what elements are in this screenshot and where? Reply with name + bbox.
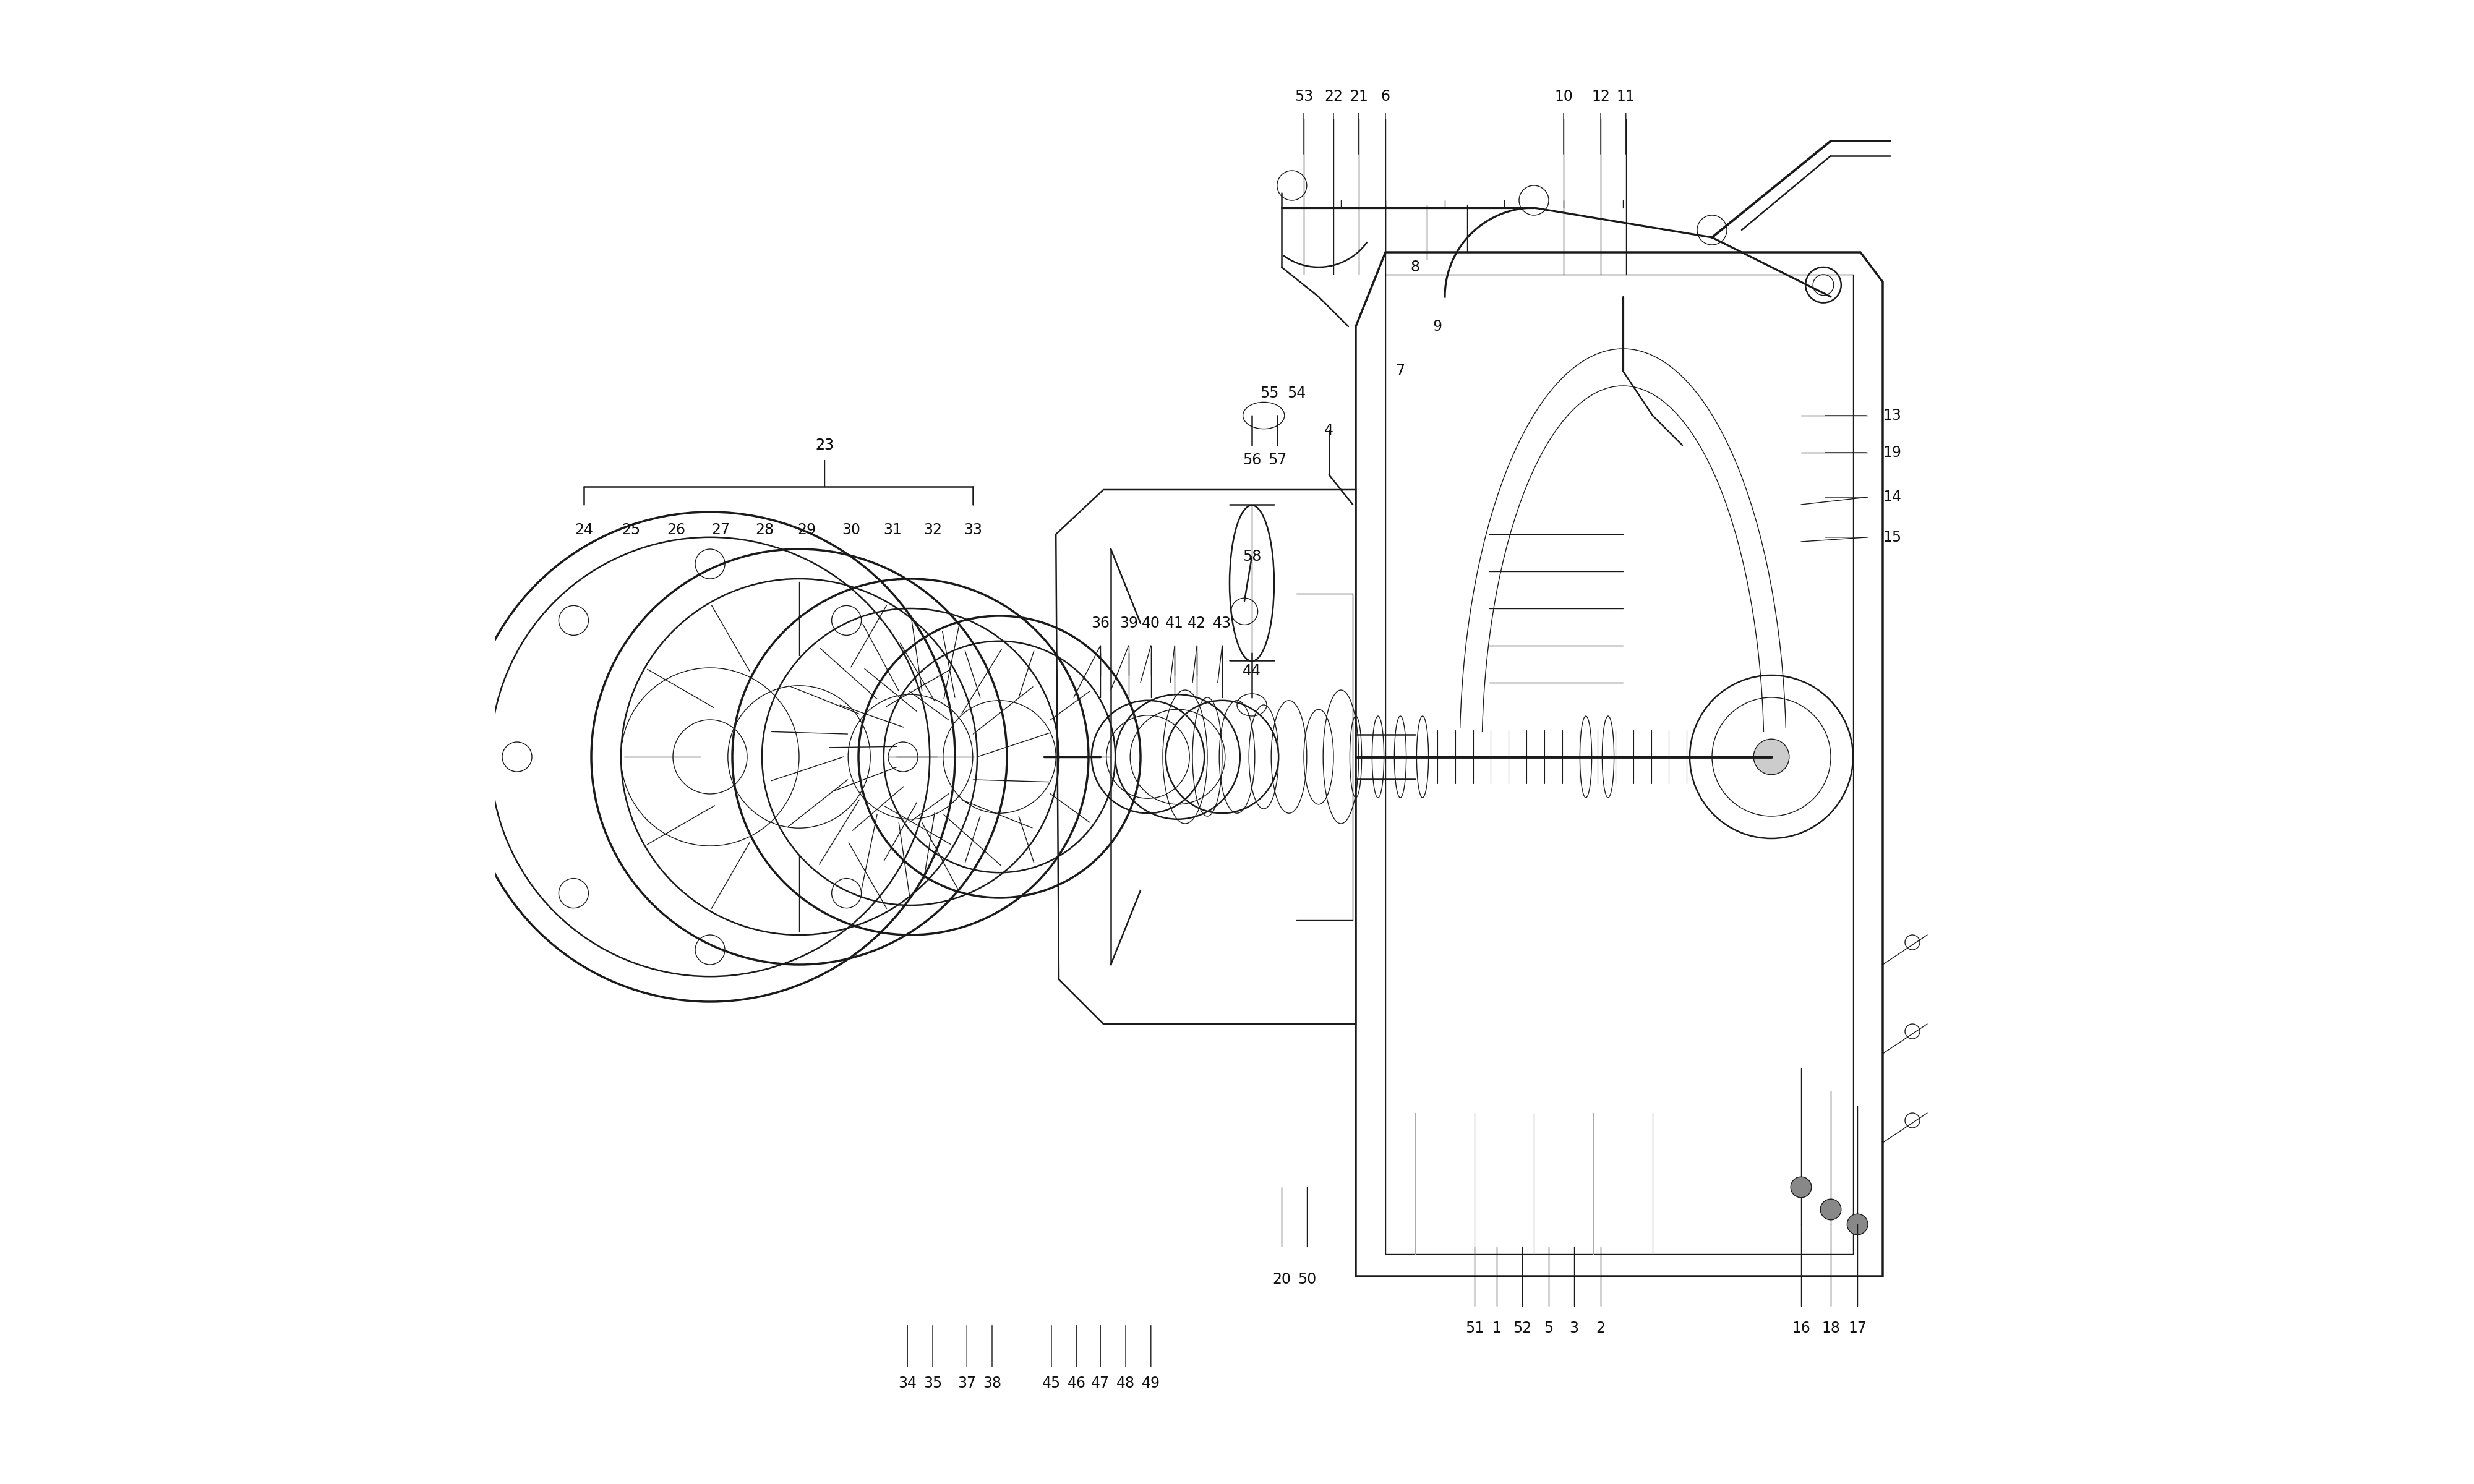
- Text: 46: 46: [1066, 1376, 1086, 1391]
- Text: 31: 31: [883, 522, 903, 537]
- Text: 16: 16: [1791, 1321, 1811, 1336]
- Text: 6: 6: [1380, 89, 1390, 104]
- Circle shape: [1754, 739, 1789, 775]
- Text: 39: 39: [1118, 616, 1138, 631]
- Text: 27: 27: [710, 522, 730, 537]
- Text: 55: 55: [1259, 386, 1279, 401]
- Circle shape: [1848, 1214, 1868, 1235]
- Text: 21: 21: [1348, 89, 1368, 104]
- Text: 10: 10: [1554, 89, 1573, 104]
- Text: 14: 14: [1883, 490, 1900, 505]
- Text: 4: 4: [1324, 423, 1333, 438]
- Text: 35: 35: [923, 1376, 943, 1391]
- Text: 11: 11: [1616, 89, 1635, 104]
- Text: 34: 34: [898, 1376, 918, 1391]
- Text: 37: 37: [957, 1376, 977, 1391]
- Text: 42: 42: [1188, 616, 1207, 631]
- Text: 54: 54: [1286, 386, 1306, 401]
- Text: 43: 43: [1212, 616, 1232, 631]
- Text: 8: 8: [1410, 260, 1420, 275]
- Polygon shape: [1056, 490, 1356, 1024]
- Text: 7: 7: [1395, 364, 1405, 378]
- Text: 51: 51: [1465, 1321, 1484, 1336]
- Text: 26: 26: [666, 522, 685, 537]
- Text: 49: 49: [1141, 1376, 1160, 1391]
- Text: 9: 9: [1432, 319, 1442, 334]
- Text: 15: 15: [1883, 530, 1903, 545]
- Text: 53: 53: [1294, 89, 1314, 104]
- Text: 1: 1: [1492, 1321, 1502, 1336]
- Text: 41: 41: [1165, 616, 1185, 631]
- Text: 58: 58: [1242, 549, 1262, 564]
- Circle shape: [1821, 1199, 1841, 1220]
- Text: 12: 12: [1591, 89, 1611, 104]
- Text: 45: 45: [1042, 1376, 1061, 1391]
- Circle shape: [1791, 1177, 1811, 1198]
- Text: 48: 48: [1116, 1376, 1136, 1391]
- Text: 22: 22: [1324, 89, 1343, 104]
- Text: 25: 25: [621, 522, 641, 537]
- Text: 44: 44: [1242, 663, 1262, 678]
- Text: 23: 23: [814, 438, 834, 453]
- Text: 13: 13: [1883, 408, 1900, 423]
- Text: 50: 50: [1296, 1272, 1316, 1287]
- Text: 29: 29: [797, 522, 816, 537]
- Text: 18: 18: [1821, 1321, 1841, 1336]
- Text: 19: 19: [1883, 445, 1900, 460]
- Text: 40: 40: [1141, 616, 1160, 631]
- Text: 3: 3: [1569, 1321, 1578, 1336]
- Text: 36: 36: [1091, 616, 1111, 631]
- Text: 23: 23: [814, 438, 834, 453]
- Text: 5: 5: [1544, 1321, 1554, 1336]
- Text: 56: 56: [1242, 453, 1262, 467]
- Text: 38: 38: [982, 1376, 1002, 1391]
- Text: 57: 57: [1267, 453, 1286, 467]
- Text: 20: 20: [1272, 1272, 1291, 1287]
- Text: 24: 24: [574, 522, 594, 537]
- Text: 17: 17: [1848, 1321, 1868, 1336]
- Text: 2: 2: [1596, 1321, 1606, 1336]
- Polygon shape: [1356, 252, 1883, 1276]
- Text: 32: 32: [923, 522, 943, 537]
- Text: 28: 28: [755, 522, 774, 537]
- Text: 52: 52: [1512, 1321, 1531, 1336]
- Text: 33: 33: [962, 522, 982, 537]
- Text: 47: 47: [1091, 1376, 1111, 1391]
- Text: 30: 30: [841, 522, 861, 537]
